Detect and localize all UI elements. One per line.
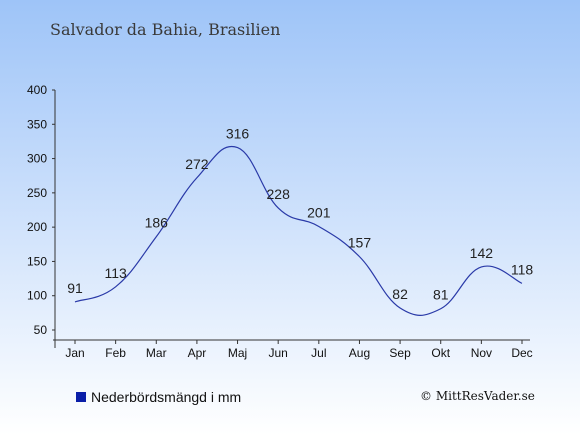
data-label-jun: 228 [267, 186, 291, 202]
y-tick-label: 150 [27, 254, 47, 268]
data-label-jan: 91 [67, 280, 83, 296]
y-tick-label: 350 [27, 117, 47, 131]
legend-swatch [76, 392, 86, 402]
data-label-okt: 81 [433, 287, 449, 303]
y-tick-label: 50 [34, 323, 48, 337]
data-label-nov: 142 [470, 245, 494, 261]
y-tick-label: 100 [27, 289, 47, 303]
x-tick-label-sep: Sep [389, 346, 411, 360]
x-tick-label-aug: Aug [349, 346, 370, 360]
x-tick-label-jan: Jan [65, 346, 84, 360]
credit-text: © MittResVader.se [420, 389, 535, 403]
y-tick-label: 250 [27, 186, 47, 200]
legend-label: Nederbördsmängd i mm [91, 389, 242, 405]
x-tick-label-nov: Nov [471, 346, 492, 360]
x-tick-label-maj: Maj [228, 346, 247, 360]
y-tick-label: 300 [27, 152, 47, 166]
chart-title: Salvador da Bahia, Brasilien [50, 20, 281, 39]
data-label-apr: 272 [185, 156, 209, 172]
x-tick-label-jun: Jun [269, 346, 288, 360]
x-tick-label-dec: Dec [511, 346, 532, 360]
data-label-dec: 118 [511, 261, 534, 277]
x-tick-label-mar: Mar [146, 346, 167, 360]
y-tick-label: 400 [27, 83, 47, 97]
x-tick-label-jul: Jul [311, 346, 326, 360]
data-label-sep: 82 [392, 286, 408, 302]
x-tick-label-apr: Apr [188, 346, 207, 360]
data-label-jul: 201 [307, 204, 331, 220]
data-label-maj: 316 [226, 126, 250, 142]
x-tick-label-okt: Okt [431, 346, 450, 360]
x-tick-label-feb: Feb [105, 346, 126, 360]
legend: Nederbördsmängd i mm [76, 389, 241, 405]
series-line [74, 145, 523, 316]
data-label-feb: 113 [104, 265, 127, 281]
y-tick-label: 200 [27, 220, 47, 234]
data-label-aug: 157 [348, 235, 372, 251]
data-label-mar: 186 [145, 215, 169, 231]
